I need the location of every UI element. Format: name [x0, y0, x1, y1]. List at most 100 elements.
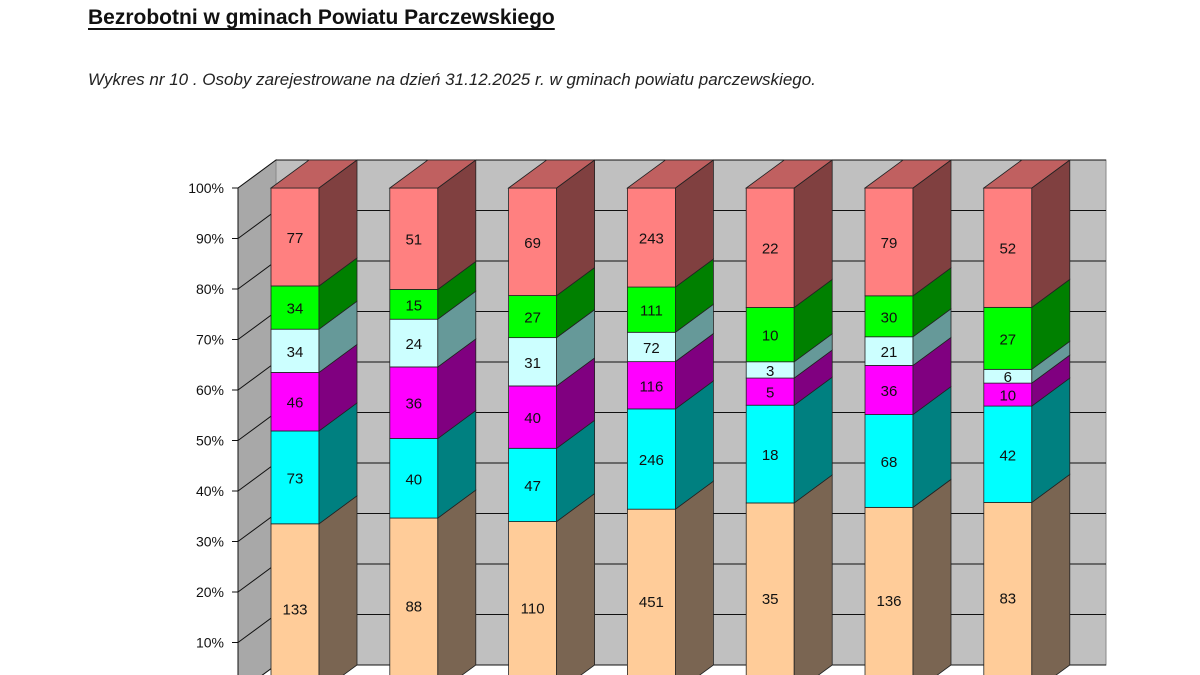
bar-segment [745, 307, 795, 363]
bar-top [863, 159, 953, 189]
y-tick-label: 30% [196, 534, 224, 550]
bar-top [388, 159, 478, 189]
bar-segment [627, 187, 676, 288]
bar-top [269, 159, 359, 189]
bar-segment [864, 187, 914, 297]
side-wall [237, 159, 277, 675]
chart-bars [269, 159, 1072, 675]
data-label: 73 [287, 470, 304, 487]
data-label: 21 [881, 344, 898, 361]
bar-segment [745, 502, 795, 675]
bar-segment [508, 295, 558, 339]
y-tick-label: 10% [196, 635, 224, 651]
bar-segment [389, 517, 439, 675]
data-label: 31 [524, 355, 541, 372]
bar-segment [508, 521, 558, 675]
bar-segment [389, 288, 439, 320]
data-label: 18 [762, 447, 779, 464]
bar-segment [508, 187, 558, 296]
data-label: 88 [405, 599, 422, 616]
bar-segment [389, 187, 439, 290]
data-label: 52 [999, 241, 1016, 258]
bar-segment [864, 336, 914, 366]
data-label: 51 [405, 232, 422, 249]
bar-segment [270, 285, 320, 330]
data-label: 27 [999, 331, 1016, 348]
data-label: 79 [881, 235, 898, 252]
bar-top [982, 159, 1072, 189]
y-axis-ticks: 10% 20% 30% 40% 50% 60% 70% 80% 90% 100% [188, 180, 224, 651]
y-tick-label: 60% [196, 382, 224, 398]
y-tick-label: 70% [196, 332, 224, 348]
bar-segment [745, 187, 795, 308]
bar-segment-side [318, 495, 358, 675]
bar-segment [508, 385, 558, 449]
data-label: 15 [405, 297, 422, 314]
data-label: 36 [405, 396, 422, 413]
bar-segment-side [675, 480, 714, 675]
bar-segment [270, 430, 320, 525]
data-label: 10 [999, 388, 1016, 405]
data-label: 40 [524, 410, 541, 427]
bar-segment [983, 405, 1033, 503]
bar-segment-side [1031, 473, 1071, 675]
data-label: 110 [521, 600, 545, 617]
data-label: 27 [524, 310, 541, 327]
bar-segment [864, 414, 914, 508]
data-label: 69 [524, 235, 541, 252]
bar-segment [745, 404, 795, 504]
data-label: 5 [766, 385, 774, 402]
bar-segment [745, 377, 795, 406]
data-label: 47 [524, 478, 541, 495]
bar-segment [864, 506, 914, 675]
bar-segment [983, 306, 1033, 370]
data-label: 3 [766, 363, 774, 380]
bar-segment [864, 295, 914, 338]
data-label: 68 [881, 454, 898, 471]
data-label: 36 [881, 383, 898, 400]
data-label: 451 [639, 594, 664, 611]
data-label: 72 [643, 340, 660, 357]
y-tick-label: 40% [196, 483, 224, 499]
bar-segment-side [793, 474, 833, 675]
y-tick-label: 90% [196, 231, 224, 247]
bar-segment [270, 328, 320, 373]
data-label: 34 [287, 301, 304, 318]
data-label: 133 [282, 601, 307, 618]
bar-segment [508, 447, 558, 522]
y-tick-label: 100% [188, 180, 224, 196]
bar-segment [270, 187, 320, 287]
y-tick-label: 50% [196, 433, 224, 449]
bar-segment-side [437, 489, 477, 675]
data-label: 42 [999, 447, 1016, 464]
data-label: 116 [639, 378, 663, 395]
data-label: 30 [881, 309, 898, 326]
bar-segment [389, 438, 439, 519]
data-label: 46 [287, 395, 304, 412]
bar-top [744, 159, 834, 189]
bar-segment [270, 523, 320, 675]
data-label: 111 [640, 303, 663, 320]
bar-segment-side [912, 478, 952, 675]
bar-segment-side [556, 492, 595, 675]
data-label: 83 [999, 591, 1016, 608]
y-tick-label: 80% [196, 281, 224, 297]
data-label: 77 [287, 230, 304, 247]
data-label: 246 [639, 452, 664, 469]
data-label: 40 [405, 471, 422, 488]
data-label: 35 [762, 591, 779, 608]
data-label: 24 [405, 336, 422, 353]
data-label: 22 [762, 241, 779, 258]
chart-data-labels: 133 73 46 34 34 77 88 40 36 24 15 51 110 47 40 31 27 69 45… [282, 230, 1016, 618]
data-label: 10 [762, 328, 779, 345]
chart-caption: Wykres nr 10 . Osoby zarejestrowane na d… [88, 70, 816, 89]
y-tick-label: 20% [196, 584, 224, 600]
data-label: 34 [287, 344, 304, 361]
bar-top [626, 159, 715, 189]
bar-segment [627, 508, 676, 675]
data-label: 136 [876, 593, 901, 610]
data-label: 243 [639, 231, 664, 248]
page-title: Bezrobotni w gminach Powiatu Parczewskie… [88, 6, 555, 29]
bar-top [507, 159, 596, 189]
